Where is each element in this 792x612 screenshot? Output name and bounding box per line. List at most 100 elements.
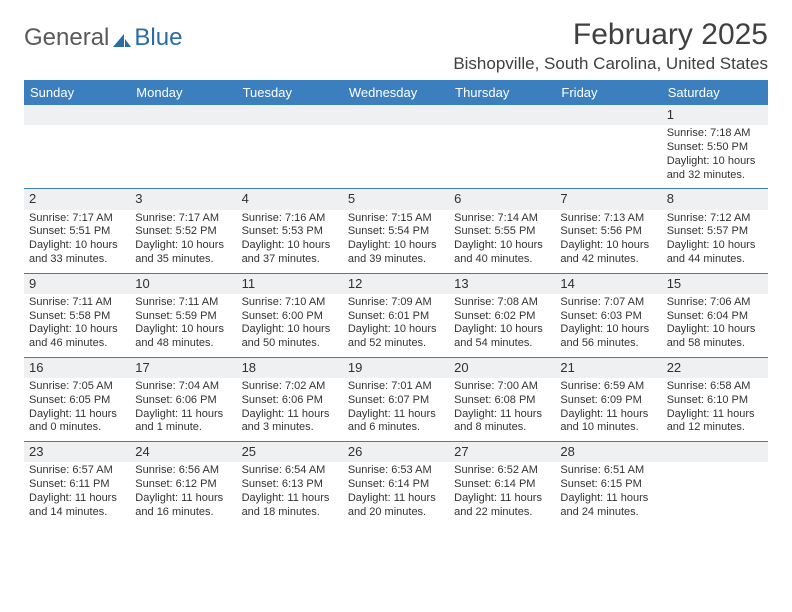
day-cell: 28Sunrise: 6:51 AMSunset: 6:15 PMDayligh… (555, 442, 661, 525)
sunset-text: Sunset: 5:59 PM (135, 310, 231, 324)
daylight-text-line2: and 44 minutes. (667, 253, 763, 267)
daylight-text-line1: Daylight: 11 hours (348, 492, 444, 506)
sunset-text: Sunset: 6:14 PM (348, 478, 444, 492)
sunset-text: Sunset: 6:02 PM (454, 310, 550, 324)
day-cell (343, 105, 449, 188)
daylight-text-line1: Daylight: 10 hours (348, 323, 444, 337)
weekday-header: Thursday (449, 80, 555, 105)
day-number: 4 (237, 189, 343, 209)
sunset-text: Sunset: 5:54 PM (348, 225, 444, 239)
day-cell: 17Sunrise: 7:04 AMSunset: 6:06 PMDayligh… (130, 358, 236, 441)
day-cell: 3Sunrise: 7:17 AMSunset: 5:52 PMDaylight… (130, 189, 236, 272)
sunset-text: Sunset: 5:55 PM (454, 225, 550, 239)
daylight-text-line2: and 8 minutes. (454, 421, 550, 435)
daylight-text-line1: Daylight: 10 hours (667, 239, 763, 253)
sunset-text: Sunset: 6:06 PM (135, 394, 231, 408)
sunrise-text: Sunrise: 7:01 AM (348, 380, 444, 394)
day-cell: 26Sunrise: 6:53 AMSunset: 6:14 PMDayligh… (343, 442, 449, 525)
day-cell (130, 105, 236, 188)
daylight-text-line1: Daylight: 10 hours (667, 323, 763, 337)
day-number: 8 (662, 189, 768, 209)
day-cell: 27Sunrise: 6:52 AMSunset: 6:14 PMDayligh… (449, 442, 555, 525)
day-number: 26 (343, 442, 449, 462)
daylight-text-line2: and 18 minutes. (242, 506, 338, 520)
day-number: 23 (24, 442, 130, 462)
day-cell: 5Sunrise: 7:15 AMSunset: 5:54 PMDaylight… (343, 189, 449, 272)
brand-logo: General Blue (24, 18, 182, 52)
day-cell (662, 442, 768, 525)
day-number: 3 (130, 189, 236, 209)
day-cell: 18Sunrise: 7:02 AMSunset: 6:06 PMDayligh… (237, 358, 343, 441)
sunrise-text: Sunrise: 7:07 AM (560, 296, 656, 310)
sunrise-text: Sunrise: 7:10 AM (242, 296, 338, 310)
daylight-text-line2: and 56 minutes. (560, 337, 656, 351)
sunrise-text: Sunrise: 7:17 AM (29, 212, 125, 226)
day-number: 1 (662, 105, 768, 125)
daylight-text-line2: and 48 minutes. (135, 337, 231, 351)
sunrise-text: Sunrise: 7:04 AM (135, 380, 231, 394)
day-cell: 1Sunrise: 7:18 AMSunset: 5:50 PMDaylight… (662, 105, 768, 188)
daylight-text-line1: Daylight: 11 hours (135, 492, 231, 506)
day-number (449, 105, 555, 125)
daylight-text-line2: and 33 minutes. (29, 253, 125, 267)
day-cell: 24Sunrise: 6:56 AMSunset: 6:12 PMDayligh… (130, 442, 236, 525)
sunset-text: Sunset: 6:12 PM (135, 478, 231, 492)
daylight-text-line2: and 52 minutes. (348, 337, 444, 351)
week-row: 1Sunrise: 7:18 AMSunset: 5:50 PMDaylight… (24, 105, 768, 188)
daylight-text-line1: Daylight: 10 hours (454, 323, 550, 337)
day-cell (449, 105, 555, 188)
daylight-text-line2: and 1 minute. (135, 421, 231, 435)
day-cell: 11Sunrise: 7:10 AMSunset: 6:00 PMDayligh… (237, 274, 343, 357)
day-cell: 4Sunrise: 7:16 AMSunset: 5:53 PMDaylight… (237, 189, 343, 272)
day-number (237, 105, 343, 125)
daylight-text-line2: and 22 minutes. (454, 506, 550, 520)
daylight-text-line1: Daylight: 11 hours (454, 408, 550, 422)
sunset-text: Sunset: 6:10 PM (667, 394, 763, 408)
daylight-text-line1: Daylight: 10 hours (348, 239, 444, 253)
day-number: 6 (449, 189, 555, 209)
day-number: 25 (237, 442, 343, 462)
daylight-text-line1: Daylight: 10 hours (560, 239, 656, 253)
sunset-text: Sunset: 6:14 PM (454, 478, 550, 492)
day-cell: 13Sunrise: 7:08 AMSunset: 6:02 PMDayligh… (449, 274, 555, 357)
day-number (662, 442, 768, 462)
sunrise-text: Sunrise: 7:11 AM (135, 296, 231, 310)
daylight-text-line2: and 50 minutes. (242, 337, 338, 351)
daylight-text-line1: Daylight: 11 hours (29, 408, 125, 422)
sunset-text: Sunset: 6:01 PM (348, 310, 444, 324)
sunset-text: Sunset: 5:53 PM (242, 225, 338, 239)
daylight-text-line2: and 10 minutes. (560, 421, 656, 435)
day-number (130, 105, 236, 125)
daylight-text-line1: Daylight: 10 hours (135, 239, 231, 253)
day-cell: 23Sunrise: 6:57 AMSunset: 6:11 PMDayligh… (24, 442, 130, 525)
daylight-text-line1: Daylight: 10 hours (560, 323, 656, 337)
weekday-header: Saturday (662, 80, 768, 105)
sunset-text: Sunset: 5:57 PM (667, 225, 763, 239)
daylight-text-line2: and 46 minutes. (29, 337, 125, 351)
sunset-text: Sunset: 5:50 PM (667, 141, 763, 155)
sunrise-text: Sunrise: 6:52 AM (454, 464, 550, 478)
daylight-text-line2: and 14 minutes. (29, 506, 125, 520)
day-cell: 9Sunrise: 7:11 AMSunset: 5:58 PMDaylight… (24, 274, 130, 357)
weekday-header: Friday (555, 80, 661, 105)
daylight-text-line1: Daylight: 10 hours (242, 323, 338, 337)
day-number: 9 (24, 274, 130, 294)
sunset-text: Sunset: 5:51 PM (29, 225, 125, 239)
day-number: 18 (237, 358, 343, 378)
sunset-text: Sunset: 6:15 PM (560, 478, 656, 492)
sunset-text: Sunset: 6:05 PM (29, 394, 125, 408)
day-number: 24 (130, 442, 236, 462)
week-row: 16Sunrise: 7:05 AMSunset: 6:05 PMDayligh… (24, 357, 768, 441)
daylight-text-line1: Daylight: 10 hours (29, 323, 125, 337)
daylight-text-line2: and 39 minutes. (348, 253, 444, 267)
page-header: General Blue February 2025 Bishopville, … (24, 18, 768, 74)
day-cell: 21Sunrise: 6:59 AMSunset: 6:09 PMDayligh… (555, 358, 661, 441)
daylight-text-line2: and 6 minutes. (348, 421, 444, 435)
sunset-text: Sunset: 5:58 PM (29, 310, 125, 324)
daylight-text-line1: Daylight: 11 hours (560, 408, 656, 422)
sunrise-text: Sunrise: 6:51 AM (560, 464, 656, 478)
sunset-text: Sunset: 6:06 PM (242, 394, 338, 408)
sunrise-text: Sunrise: 6:57 AM (29, 464, 125, 478)
day-number (24, 105, 130, 125)
sunrise-text: Sunrise: 7:08 AM (454, 296, 550, 310)
